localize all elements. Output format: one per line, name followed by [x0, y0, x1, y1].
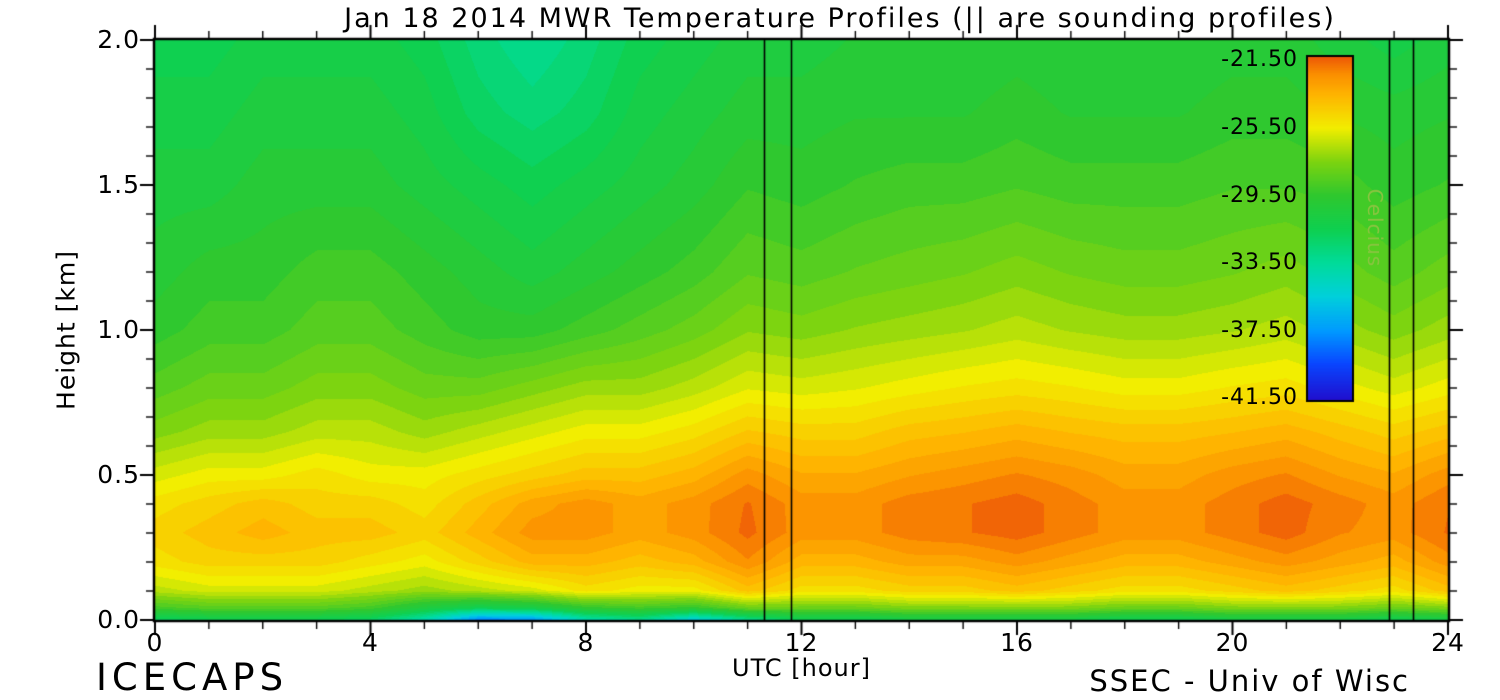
x-tick-label: 4 [362, 628, 379, 657]
colorbar-title: Celcius [1363, 188, 1387, 268]
y-tick-label: 0.5 [97, 460, 140, 489]
y-tick-label: 1.0 [97, 315, 140, 344]
colorbar-tick-label: -37.50 [1221, 317, 1298, 343]
x-tick-label: 8 [577, 628, 595, 657]
x-tick-label: 12 [784, 628, 819, 657]
project-label: ICECAPS [96, 656, 289, 699]
y-tick-label: 2.0 [97, 25, 140, 54]
colorbar-tick-label: -25.50 [1221, 114, 1298, 140]
x-tick-label: 16 [1000, 628, 1034, 657]
y-tick-label: 1.5 [97, 170, 140, 199]
colorbar-tick-label: -29.50 [1221, 182, 1298, 208]
colorbar-tick-label: -21.50 [1221, 47, 1298, 73]
credit-label: SSEC - Univ of Wisc [1089, 664, 1410, 698]
colorbar-tick-label: -41.50 [1221, 385, 1298, 411]
colorbar-tick-label: -33.50 [1221, 250, 1298, 276]
x-axis-label: UTC [hour] [732, 654, 871, 682]
x-tick-label: 24 [1431, 628, 1465, 657]
chart-title: Jan 18 2014 MWR Temperature Profiles (||… [344, 3, 1336, 34]
x-tick-label: 20 [1215, 628, 1250, 657]
x-tick-label: 0 [146, 628, 164, 657]
y-tick-label: 0.0 [97, 605, 140, 634]
